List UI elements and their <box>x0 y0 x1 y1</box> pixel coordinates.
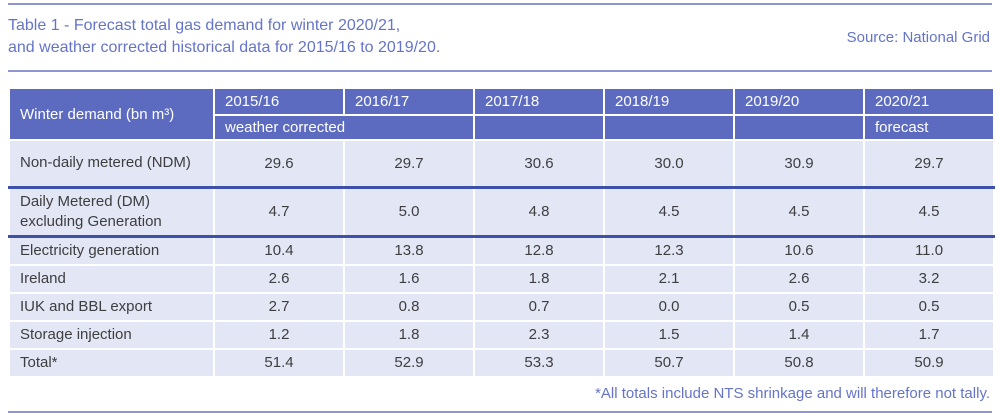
corner-header: Winter demand (bn m³) <box>8 87 215 141</box>
value-cell: 3.2 <box>863 263 995 294</box>
value-cell: 0.7 <box>473 291 605 322</box>
row-label: Storage injection <box>8 319 215 350</box>
source-label: Source: National Grid <box>846 28 990 46</box>
bottom-rule <box>8 410 992 413</box>
value-cell: 29.7 <box>343 139 475 189</box>
value-cell: 10.4 <box>213 235 345 266</box>
report-page: Table 1 - Forecast total gas demand for … <box>0 3 1000 413</box>
column-header-2019-20: 2019/20 <box>733 87 865 116</box>
column-header-2015-16: 2015/16 <box>213 87 345 116</box>
value-cell: 50.9 <box>863 347 995 378</box>
row-label-text: Storage injection <box>20 325 132 343</box>
value-cell: 0.5 <box>733 291 865 322</box>
value-cell: 5.0 <box>343 186 475 238</box>
value-cell: 12.8 <box>473 235 605 266</box>
value-cell: 1.2 <box>213 319 345 350</box>
row-label: Ireland <box>8 263 215 294</box>
subheader-empty-3 <box>733 114 865 141</box>
table-row-electricity-generation: Electricity generation 10.4 13.8 12.8 12… <box>8 235 995 266</box>
table-row-ireland: Ireland 2.6 1.6 1.8 2.1 2.6 3.2 <box>8 263 995 294</box>
row-label-text: Daily Metered (DM) excluding Generation <box>20 192 162 230</box>
table-row-total: Total* 51.4 52.9 53.3 50.7 50.8 50.9 <box>8 347 995 378</box>
value-cell: 29.7 <box>863 139 995 189</box>
table-row-iuk-bbl-export: IUK and BBL export 2.7 0.8 0.7 0.0 0.5 0… <box>8 291 995 322</box>
header-row-years: Winter demand (bn m³) 2015/16 2016/17 20… <box>8 87 995 141</box>
value-cell: 0.8 <box>343 291 475 322</box>
table-row-ndm: Non-daily metered (NDM) 29.6 29.7 30.6 3… <box>8 139 995 189</box>
gas-demand-table: Winter demand (bn m³) 2015/16 2016/17 20… <box>8 87 995 378</box>
table-title-line-2: and weather corrected historical data fo… <box>8 39 441 56</box>
table-title-line-1: Table 1 - Forecast total gas demand for … <box>8 17 401 34</box>
value-cell: 51.4 <box>213 347 345 378</box>
row-label: Daily Metered (DM) excluding Generation <box>8 186 215 238</box>
value-cell: 0.0 <box>603 291 735 322</box>
table-row-dm: Daily Metered (DM) excluding Generation … <box>8 186 995 238</box>
value-cell: 4.5 <box>603 186 735 238</box>
value-cell: 30.6 <box>473 139 605 189</box>
value-cell: 2.6 <box>213 263 345 294</box>
row-label: Total* <box>8 347 215 378</box>
value-cell: 1.8 <box>473 263 605 294</box>
value-cell: 50.7 <box>603 347 735 378</box>
table-row-storage-injection: Storage injection 1.2 1.8 2.3 1.5 1.4 1.… <box>8 319 995 350</box>
subheader-forecast: forecast <box>863 114 995 141</box>
value-cell: 4.5 <box>733 186 865 238</box>
value-cell: 12.3 <box>603 235 735 266</box>
subheader-empty-1 <box>473 114 605 141</box>
value-cell: 2.6 <box>733 263 865 294</box>
value-cell: 1.7 <box>863 319 995 350</box>
value-cell: 1.8 <box>343 319 475 350</box>
value-cell: 2.1 <box>603 263 735 294</box>
row-label-text: Electricity generation <box>20 241 160 259</box>
value-cell: 4.5 <box>863 186 995 238</box>
row-label-text: IUK and BBL export <box>20 297 153 315</box>
value-cell: 30.0 <box>603 139 735 189</box>
column-header-2018-19: 2018/19 <box>603 87 735 116</box>
value-cell: 10.6 <box>733 235 865 266</box>
value-cell: 29.6 <box>213 139 345 189</box>
row-label-text: Total* <box>20 353 58 371</box>
subheader-weather-corrected: weather corrected <box>213 114 475 141</box>
title-bar: Table 1 - Forecast total gas demand for … <box>0 5 1000 59</box>
value-cell: 4.8 <box>473 186 605 238</box>
value-cell: 2.7 <box>213 291 345 322</box>
row-label: Non-daily metered (NDM) <box>8 139 215 189</box>
value-cell: 0.5 <box>863 291 995 322</box>
value-cell: 2.3 <box>473 319 605 350</box>
value-cell: 1.6 <box>343 263 475 294</box>
row-label: IUK and BBL export <box>8 291 215 322</box>
row-label-text: Non-daily metered (NDM) <box>20 154 191 172</box>
value-cell: 1.4 <box>733 319 865 350</box>
value-cell: 4.7 <box>213 186 345 238</box>
value-cell: 1.5 <box>603 319 735 350</box>
table-title: Table 1 - Forecast total gas demand for … <box>8 15 440 59</box>
value-cell: 11.0 <box>863 235 995 266</box>
footnote: *All totals include NTS shrinkage and wi… <box>595 384 990 402</box>
row-label-text: Ireland <box>20 269 66 287</box>
row-label: Electricity generation <box>8 235 215 266</box>
column-header-2020-21: 2020/21 <box>863 87 995 116</box>
value-cell: 52.9 <box>343 347 475 378</box>
header-row-subheader: weather corrected forecast <box>9 114 995 141</box>
value-cell: 50.8 <box>733 347 865 378</box>
column-header-2017-18: 2017/18 <box>473 87 605 116</box>
value-cell: 30.9 <box>733 139 865 189</box>
subheader-empty-2 <box>603 114 735 141</box>
title-rule <box>8 70 992 72</box>
top-rule <box>8 3 992 5</box>
value-cell: 13.8 <box>343 235 475 266</box>
value-cell: 53.3 <box>473 347 605 378</box>
column-header-2016-17: 2016/17 <box>343 87 475 116</box>
